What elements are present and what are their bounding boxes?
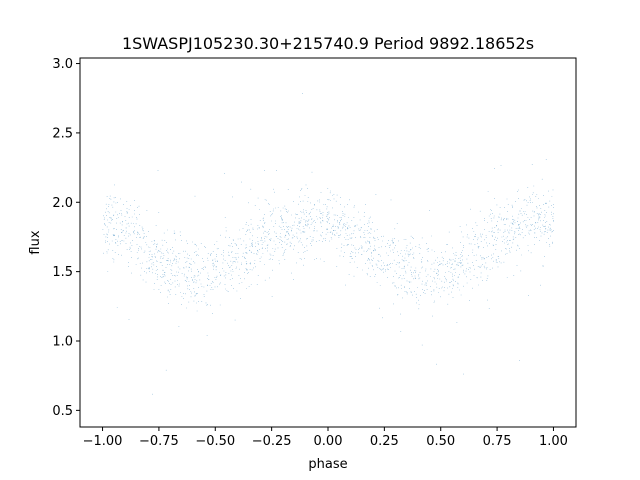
y-tick-label: 3.0 — [52, 57, 73, 72]
x-tick-label: −0.25 — [252, 434, 292, 449]
y-tick-label: 0.5 — [52, 404, 73, 419]
x-axis-label: phase — [308, 457, 347, 472]
x-axis: −1.00 −0.75 −0.50 −0.25 0.00 0.25 0.50 0.75 1.00 — [83, 427, 568, 449]
y-tick-label: 1.0 — [52, 334, 73, 349]
x-tick-label: 0.50 — [426, 434, 455, 449]
y-axis-label: flux — [28, 230, 43, 254]
x-tick-label: −0.75 — [139, 434, 179, 449]
x-tick-label: 0.00 — [314, 434, 343, 449]
x-tick-label: 1.00 — [539, 434, 568, 449]
x-tick-label: −1.00 — [83, 434, 123, 449]
x-tick-label: 0.25 — [370, 434, 399, 449]
y-tick-label: 1.5 — [52, 265, 73, 280]
y-tick-label: 2.0 — [52, 196, 73, 211]
x-tick-label: −0.50 — [195, 434, 235, 449]
y-axis: 0.5 1.0 1.5 2.0 2.5 3.0 — [52, 57, 80, 419]
chart-title: 1SWASPJ105230.30+215740.9 Period 9892.18… — [122, 34, 534, 53]
x-tick-label: 0.75 — [483, 434, 512, 449]
y-tick-label: 2.5 — [52, 126, 73, 141]
